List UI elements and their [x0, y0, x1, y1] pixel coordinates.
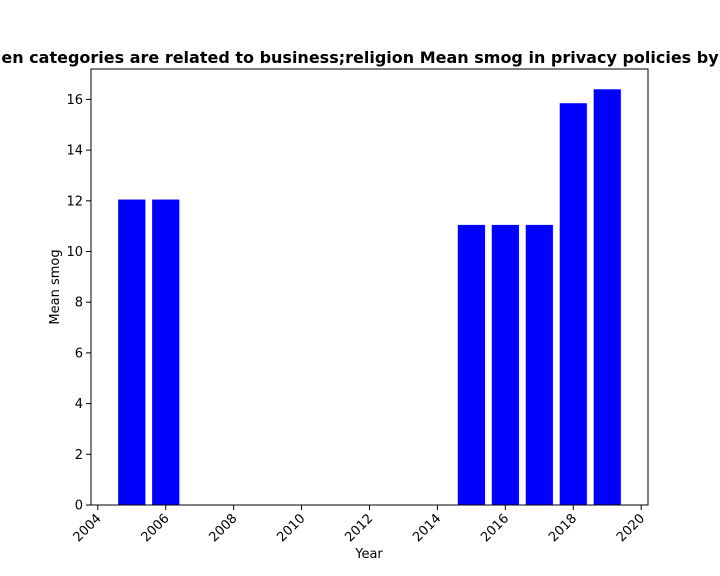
- x-tick-label: 2010: [274, 511, 308, 545]
- bar-2015: [457, 224, 485, 505]
- x-tick-label: 2008: [206, 511, 240, 545]
- bar-2018: [559, 103, 587, 505]
- y-tick-label: 8: [75, 296, 83, 311]
- bar-2016: [491, 224, 519, 505]
- bar-2006: [152, 199, 180, 505]
- y-tick-label: 6: [75, 346, 83, 361]
- x-axis-label: Year: [354, 547, 383, 562]
- y-tick-label: 2: [75, 448, 83, 463]
- y-tick-label: 4: [75, 397, 83, 412]
- y-tick-label: 0: [75, 499, 83, 514]
- x-tick-label: 2016: [478, 511, 512, 545]
- y-tick-label: 12: [66, 194, 83, 209]
- bar-2005: [118, 199, 146, 505]
- bars-group: [118, 89, 621, 506]
- x-tick-label: 2012: [342, 511, 376, 545]
- y-tick-label: 16: [66, 93, 83, 108]
- x-tick-label: 2018: [546, 511, 580, 545]
- x-tick-label: 2020: [614, 511, 648, 545]
- y-tick-label: 10: [66, 245, 83, 260]
- x-ticks: 2004 2006 2008 2010 2012 2014 2016 2018 2020: [71, 505, 648, 545]
- bar-2017: [525, 224, 553, 505]
- x-tick-label: 2004: [71, 511, 105, 545]
- x-tick-label: 2014: [410, 511, 444, 545]
- y-axis-label: Mean smog: [48, 249, 63, 324]
- plot-frame: [90, 68, 649, 506]
- y-tick-label: 14: [66, 144, 83, 159]
- x-tick-label: 2006: [139, 511, 173, 545]
- chart-title: en categories are related to business;re…: [1, 48, 719, 67]
- y-ticks: 0 2 4 6 8 10 12 14 16: [66, 93, 91, 514]
- bar-2019: [593, 89, 621, 506]
